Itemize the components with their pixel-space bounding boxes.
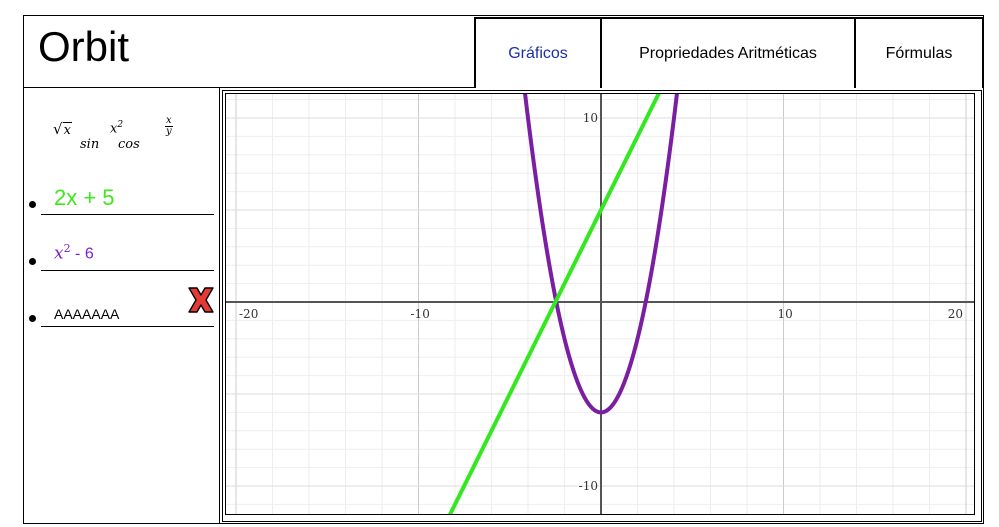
x-tick-label-10: 10	[778, 307, 793, 321]
sqrt-var: x	[62, 122, 72, 138]
tab-formulas[interactable]: Fórmulas	[854, 17, 984, 88]
axes	[226, 94, 974, 514]
expression-text[interactable]: 2x + 5	[54, 185, 115, 210]
red-x-icon[interactable]	[185, 284, 217, 316]
graph-panel: -20 -10 10 20 10 -10	[220, 88, 984, 524]
graph-outer-border	[222, 90, 982, 522]
tab-propriedades-aritmeticas[interactable]: Propriedades Aritméticas	[600, 17, 856, 88]
header: Orbit Gráficos Propriedades Aritméticas …	[23, 15, 984, 88]
app-frame	[23, 15, 984, 524]
function-plot[interactable]: -20 -10 10 20 10 -10	[226, 94, 974, 514]
tab-graficos[interactable]: Gráficos	[474, 17, 602, 88]
tick-labels: -20 -10 10 20 10 -10	[239, 111, 963, 493]
expression-exp: 2	[63, 242, 71, 255]
series-group	[448, 94, 679, 514]
sin-button[interactable]: sin	[80, 137, 100, 152]
bullet-icon	[29, 201, 36, 208]
expression-base: x	[54, 243, 64, 264]
series-line-1	[523, 94, 679, 415]
bullet-icon	[29, 315, 36, 322]
expression-item[interactable]: 2x + 5	[23, 184, 220, 224]
x-tick-label-neg20: -20	[239, 307, 258, 321]
square-button[interactable]: x2	[110, 120, 123, 136]
sqrt-radical: √	[53, 120, 63, 138]
expression-underline	[41, 326, 214, 327]
expression-text[interactable]: x2 - 6	[54, 242, 94, 263]
fraction-num: x	[165, 115, 173, 127]
cos-button[interactable]: cos	[118, 137, 140, 152]
x-tick-label-neg10: -10	[411, 307, 430, 321]
graph-area[interactable]: -20 -10 10 20 10 -10	[225, 93, 975, 515]
x-tick-label-20: 20	[948, 307, 963, 321]
app-title: Orbit	[38, 23, 130, 70]
y-tick-label-neg10: -10	[579, 479, 598, 493]
expression-item[interactable]: x2 - 6	[23, 240, 220, 280]
expression-underline	[41, 270, 214, 271]
square-base: x	[110, 121, 118, 137]
square-exp: 2	[117, 120, 124, 130]
sqrt-button[interactable]: √x	[53, 120, 72, 138]
y-tick-label-10: 10	[583, 111, 598, 125]
expression-rest: - 6	[70, 245, 94, 263]
expression-underline	[41, 214, 214, 215]
fraction-den: y	[165, 126, 172, 137]
bullet-icon	[29, 258, 36, 265]
expression-item[interactable]: AAAAAAA	[23, 287, 220, 336]
expression-text[interactable]: AAAAAAA	[54, 306, 120, 322]
series-line-2	[448, 94, 661, 514]
